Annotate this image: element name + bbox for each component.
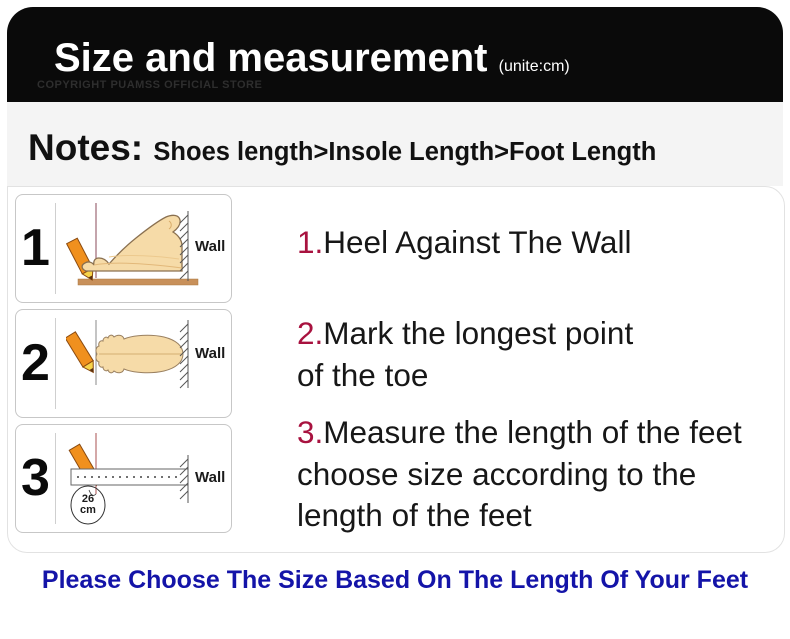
svg-text:Wall: Wall <box>195 469 225 486</box>
svg-text:Wall: Wall <box>195 238 225 255</box>
svg-text:cm: cm <box>80 504 96 516</box>
svg-text:Wall: Wall <box>195 345 225 362</box>
